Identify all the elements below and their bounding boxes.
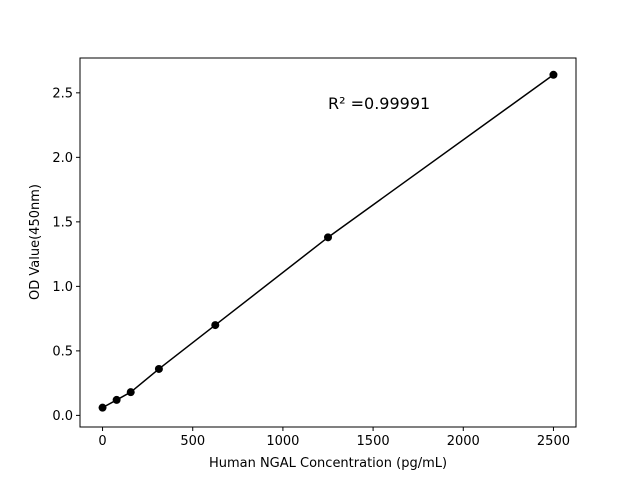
data-point (211, 321, 220, 330)
x-tick-label: 2500 (537, 434, 570, 449)
y-tick-label: 1.0 (52, 280, 73, 295)
x-tick-label: 1500 (357, 434, 390, 449)
y-tick-label: 2.0 (52, 151, 73, 166)
y-tick-label: 0.0 (52, 409, 73, 424)
x-tick-label: 0 (98, 434, 106, 449)
data-point (154, 364, 163, 373)
data-point (98, 403, 107, 412)
x-tick-label: 1000 (266, 434, 299, 449)
data-point (324, 233, 332, 242)
x-axis-label: Human NGAL Concentration (pg/mL) (209, 456, 447, 471)
data-point (549, 70, 558, 79)
x-tick-label: 500 (180, 434, 205, 449)
y-tick-label: 0.5 (52, 344, 73, 359)
annotation: R² =0.99991 (328, 94, 430, 113)
data-point (126, 388, 135, 397)
y-tick-label: 2.5 (52, 86, 73, 101)
plot-frame (79, 57, 577, 428)
y-axis-label: OD Value(450nm) (28, 184, 43, 300)
data-point (112, 395, 121, 404)
y-tick-label: 1.5 (52, 215, 73, 230)
x-tick-label: 2000 (447, 434, 480, 449)
